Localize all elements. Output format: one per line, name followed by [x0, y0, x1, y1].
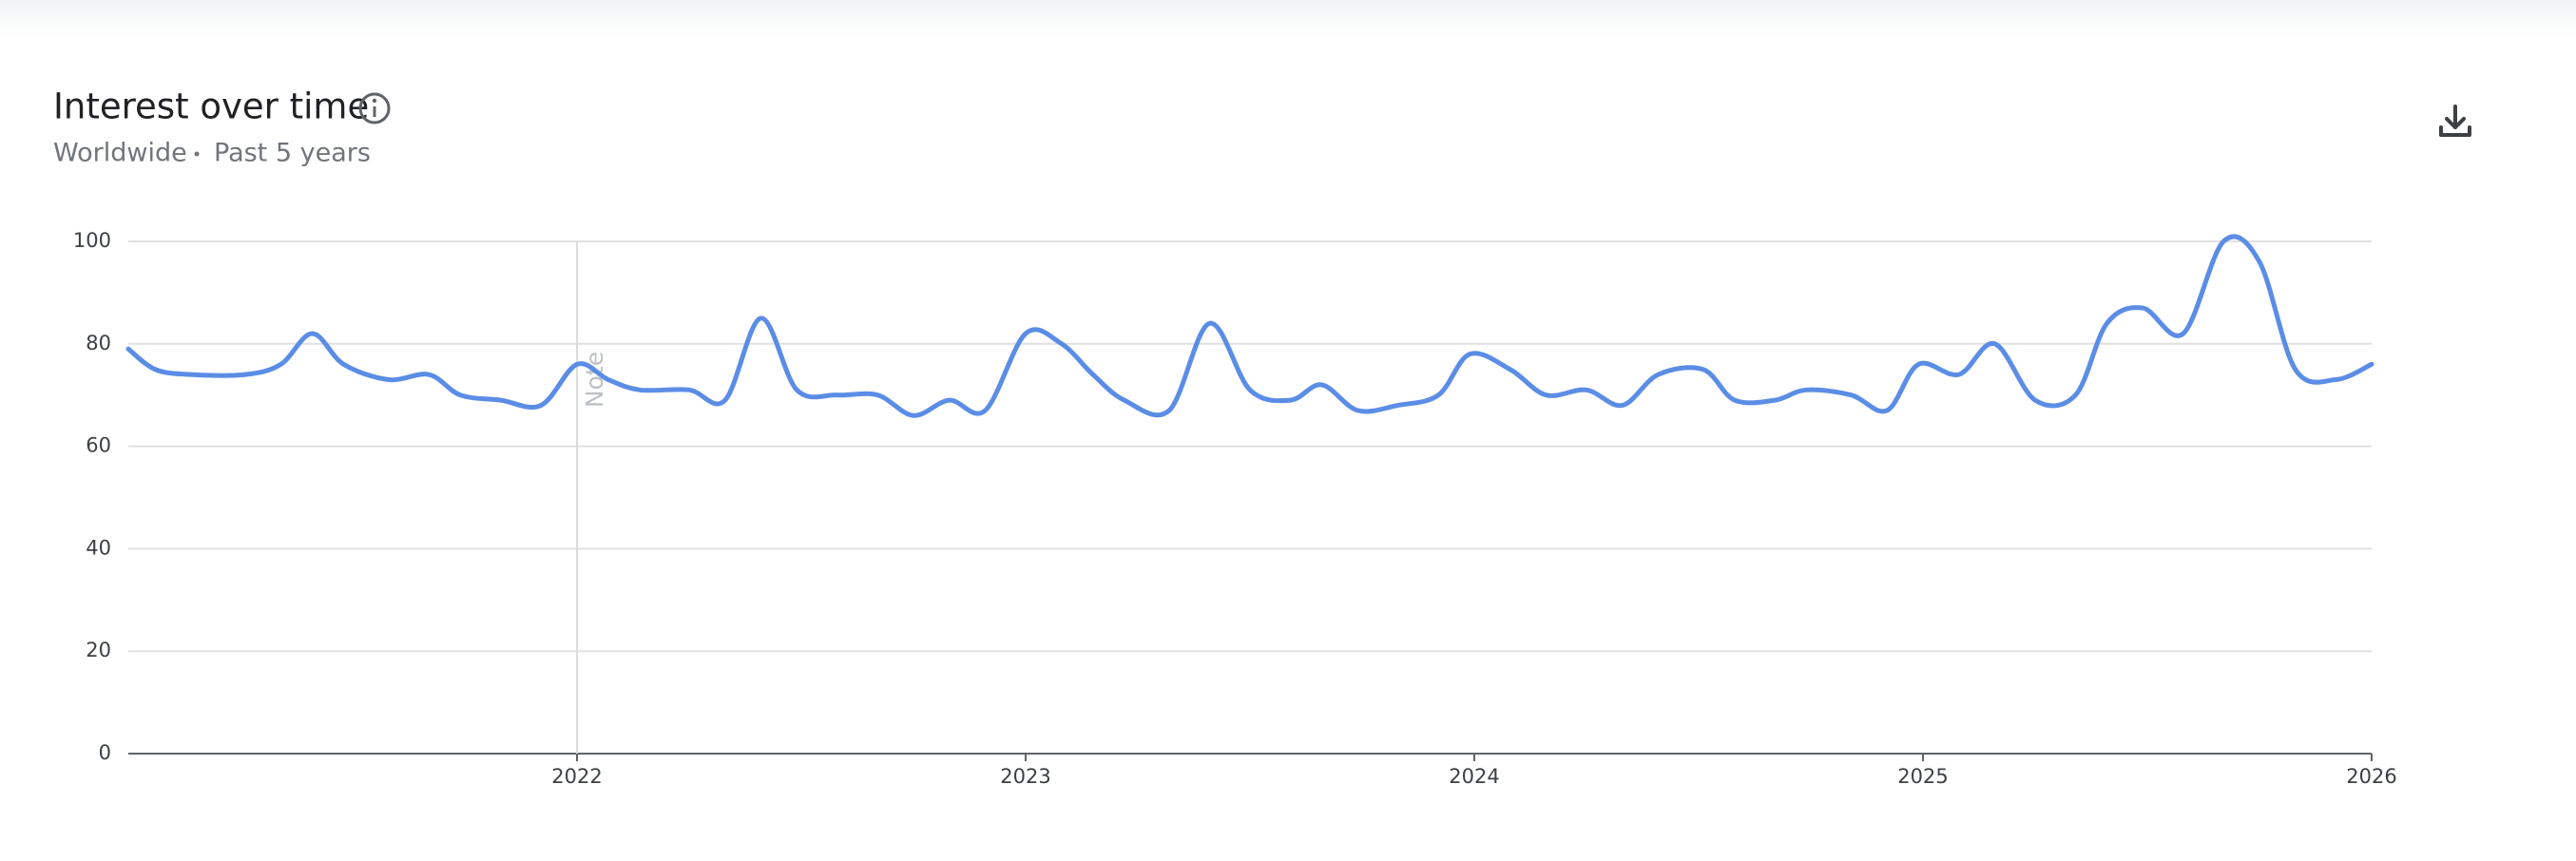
top-band — [0, 0, 2576, 38]
period: Past 5 years — [214, 139, 371, 168]
x-tick-label: 2026 — [2346, 765, 2396, 788]
x-tick-label: 2024 — [1449, 765, 1499, 788]
x-tick-label: 2022 — [551, 765, 602, 788]
info-icon[interactable] — [358, 92, 391, 124]
separator — [194, 151, 200, 157]
y-tick-label: 40 — [86, 536, 111, 559]
download-button[interactable] — [2439, 105, 2471, 137]
y-tick-label: 20 — [86, 639, 111, 661]
y-tick-label: 0 — [99, 741, 111, 764]
x-tick-label: 2023 — [1000, 765, 1050, 788]
y-tick-label: 60 — [86, 434, 111, 457]
y-tick-label: 80 — [86, 332, 111, 354]
trend-line — [125, 234, 2374, 418]
x-tick-label: 2025 — [1897, 765, 1948, 788]
region: Worldwide — [53, 139, 187, 168]
y-tick-label: 100 — [73, 229, 111, 252]
card-title: Interest over time — [53, 86, 369, 127]
